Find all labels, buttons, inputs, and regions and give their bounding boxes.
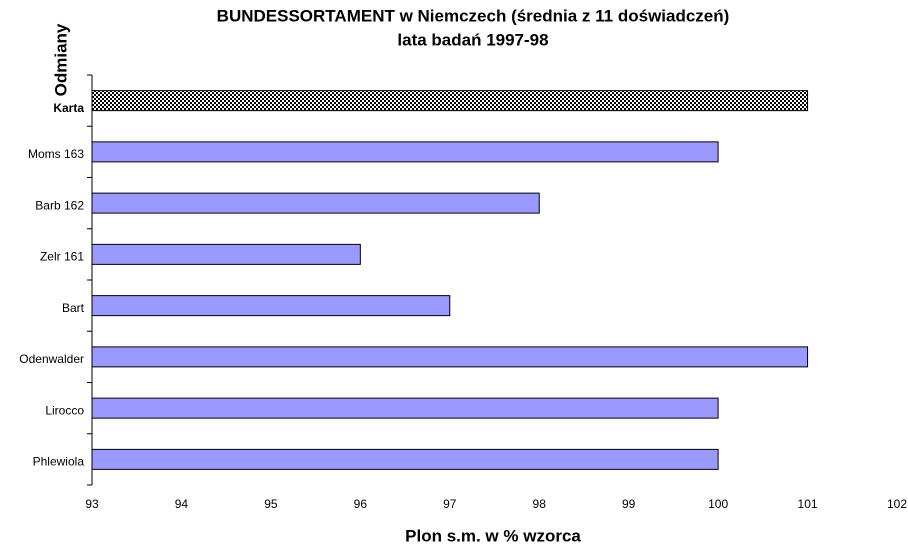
y-tick-label: Karta: [53, 101, 84, 115]
y-tick-label: Barb 162: [35, 198, 84, 212]
x-tick-label: 100: [708, 497, 728, 511]
x-tick-label: 95: [264, 497, 278, 511]
bar: [91, 397, 719, 419]
x-tick-label: 102: [887, 497, 907, 511]
x-tick-label: 101: [798, 497, 818, 511]
chart-title: BUNDESSORTAMENT w Niemczech (średnia z 1…: [217, 6, 730, 25]
y-axis-title: Odmiany: [51, 23, 70, 96]
bar: [91, 448, 719, 470]
x-tick-label: 99: [622, 497, 636, 511]
y-tick-label: Bart: [62, 301, 85, 315]
x-axis-title: Plon s.m. w % wzorca: [405, 526, 581, 545]
bar: [91, 90, 809, 112]
bar: [91, 295, 451, 317]
y-tick-label: Moms 163: [28, 147, 84, 161]
bar: [91, 141, 719, 163]
y-tick-label: Lirocco: [45, 403, 84, 417]
bar: [91, 243, 361, 265]
x-tick-label: 96: [354, 497, 368, 511]
x-tick-label: 98: [533, 497, 547, 511]
x-tick-label: 97: [443, 497, 457, 511]
chart-subtitle: lata badań 1997-98: [397, 30, 548, 49]
x-tick-label: 94: [175, 497, 189, 511]
y-tick-label: Phlewiola: [33, 455, 85, 469]
bar: [91, 346, 809, 368]
y-tick-label: Zelr 161: [40, 250, 84, 264]
bar: [91, 192, 540, 214]
x-tick-label: 93: [85, 497, 99, 511]
y-tick-label: Odenwalder: [19, 352, 84, 366]
